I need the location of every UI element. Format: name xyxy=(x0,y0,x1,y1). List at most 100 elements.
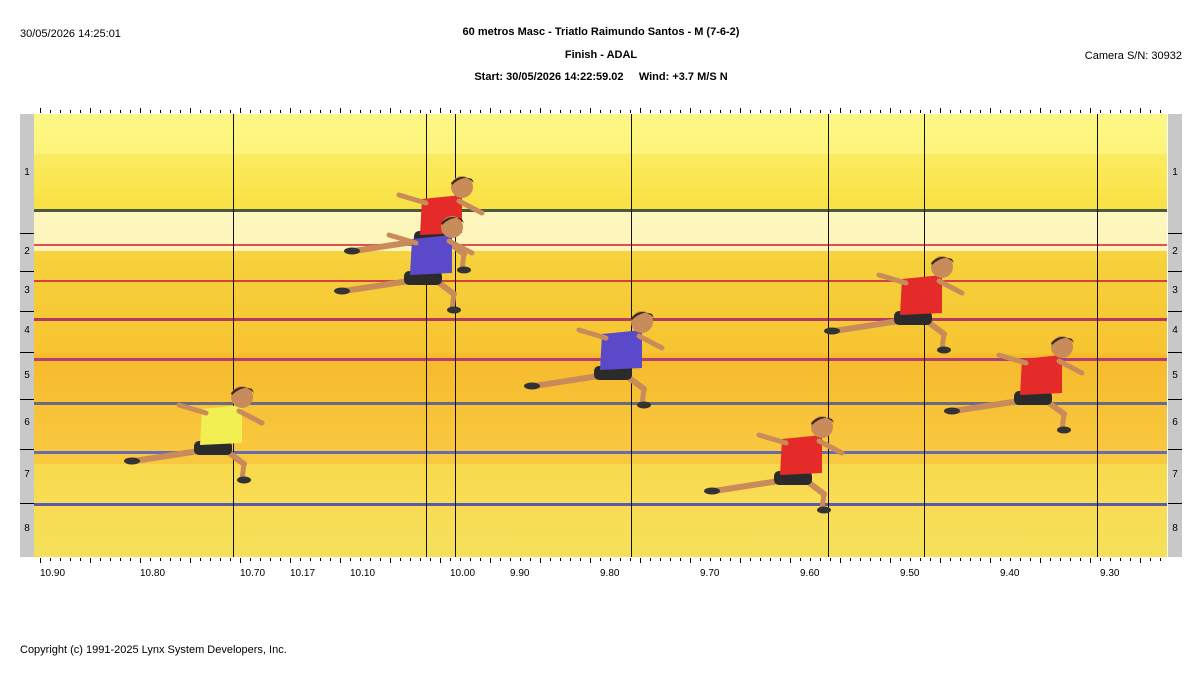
axis-tick xyxy=(550,558,551,561)
axis-tick xyxy=(1010,558,1011,561)
axis-tick xyxy=(610,558,611,561)
axis-tick xyxy=(370,110,371,113)
axis-tick xyxy=(280,558,281,561)
axis-tick xyxy=(880,110,881,113)
lane-separator xyxy=(20,311,34,312)
axis-tick xyxy=(1040,558,1041,563)
axis-tick xyxy=(90,558,91,563)
axis-tick xyxy=(730,110,731,113)
lane-number-5: 5 xyxy=(24,370,30,381)
axis-tick xyxy=(260,558,261,561)
time-cursor-line[interactable] xyxy=(426,114,427,557)
lane-number-1: 1 xyxy=(1172,167,1178,178)
axis-tick xyxy=(1040,108,1041,113)
lane-number-3: 3 xyxy=(24,285,30,296)
axis-tick xyxy=(40,558,41,563)
lane-number-4: 4 xyxy=(24,325,30,336)
axis-tick xyxy=(50,110,51,113)
axis-tick xyxy=(850,110,851,113)
lane-separator xyxy=(1168,503,1182,504)
lane-number-7: 7 xyxy=(24,469,30,480)
runner-lane-6 xyxy=(124,386,265,484)
axis-tick xyxy=(280,110,281,113)
lane-number-6: 6 xyxy=(24,417,30,428)
lane-number-1: 1 xyxy=(24,167,30,178)
time-cursor-line[interactable] xyxy=(455,114,456,557)
axis-tick xyxy=(870,110,871,113)
lane-separator xyxy=(1168,449,1182,450)
axis-tick xyxy=(140,108,141,113)
axis-tick xyxy=(690,558,691,563)
axis-tick xyxy=(710,558,711,561)
axis-tick xyxy=(430,110,431,113)
axis-tick xyxy=(90,108,91,113)
axis-tick xyxy=(1100,110,1101,113)
time-cursor-line[interactable] xyxy=(1097,114,1098,557)
lane-separator xyxy=(20,449,34,450)
axis-tick xyxy=(180,558,181,561)
axis-tick xyxy=(430,558,431,561)
axis-tick xyxy=(1070,558,1071,561)
axis-tick xyxy=(1080,110,1081,113)
time-tick-label: 10.90 xyxy=(40,568,66,579)
lane-number-2: 2 xyxy=(24,246,30,257)
axis-tick xyxy=(560,110,561,113)
lane-separator xyxy=(1168,311,1182,312)
axis-tick xyxy=(1120,558,1121,561)
axis-tick xyxy=(980,110,981,113)
axis-tick xyxy=(830,110,831,113)
axis-tick xyxy=(80,110,81,113)
axis-tick xyxy=(810,110,811,113)
axis-tick xyxy=(760,558,761,561)
axis-tick xyxy=(170,558,171,561)
axis-tick xyxy=(840,108,841,113)
axis-tick xyxy=(440,558,441,563)
axis-tick xyxy=(330,558,331,561)
axis-tick xyxy=(940,108,941,113)
axis-tick xyxy=(670,110,671,113)
finish-photo[interactable] xyxy=(34,114,1167,557)
axis-tick xyxy=(450,110,451,113)
axis-tick xyxy=(1160,558,1161,561)
axis-tick xyxy=(1050,558,1051,561)
axis-tick xyxy=(200,110,201,113)
axis-tick xyxy=(540,108,541,113)
axis-tick xyxy=(880,558,881,561)
axis-tick xyxy=(220,110,221,113)
lane-separator xyxy=(20,399,34,400)
axis-tick xyxy=(530,110,531,113)
axis-tick xyxy=(760,110,761,113)
lane-separator xyxy=(20,503,34,504)
time-cursor-line[interactable] xyxy=(828,114,829,557)
axis-tick xyxy=(60,110,61,113)
axis-tick xyxy=(1060,110,1061,113)
axis-tick xyxy=(420,110,421,113)
lane-line xyxy=(34,280,1167,282)
axis-tick xyxy=(780,558,781,561)
lane-number-3: 3 xyxy=(1172,285,1178,296)
axis-tick xyxy=(820,110,821,113)
axis-tick xyxy=(700,110,701,113)
axis-tick xyxy=(300,558,301,561)
time-cursor-line[interactable] xyxy=(233,114,234,557)
axis-tick xyxy=(570,110,571,113)
axis-tick xyxy=(960,110,961,113)
axis-tick xyxy=(670,558,671,561)
axis-tick xyxy=(840,558,841,563)
axis-tick xyxy=(890,558,891,563)
axis-tick xyxy=(230,110,231,113)
axis-tick xyxy=(600,558,601,561)
lane-number-8: 8 xyxy=(24,523,30,534)
start-wind-info: Start: 30/05/2026 14:22:59.02 Wind: +3.7… xyxy=(474,71,728,83)
axis-tick xyxy=(190,108,191,113)
axis-tick xyxy=(120,110,121,113)
axis-tick xyxy=(480,558,481,561)
time-cursor-line[interactable] xyxy=(924,114,925,557)
runner-lane-2 xyxy=(334,216,475,314)
lane-number-2: 2 xyxy=(1172,246,1178,257)
axis-tick xyxy=(830,558,831,561)
axis-tick xyxy=(1100,558,1101,561)
lane-number-8: 8 xyxy=(1172,523,1178,534)
time-tick-label: 9.90 xyxy=(510,568,530,579)
axis-tick xyxy=(350,110,351,113)
